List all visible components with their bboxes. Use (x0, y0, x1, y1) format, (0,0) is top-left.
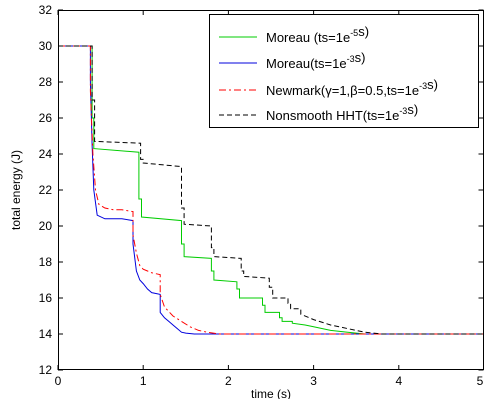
x-tick-label: 0 (55, 374, 62, 388)
series-line-2 (58, 45, 484, 335)
x-tick-label: 5 (477, 374, 484, 388)
y-tick-label: 28 (39, 75, 53, 89)
legend-label-4: Nonsmooth HHT(ts=1e-3s) (266, 102, 418, 123)
y-tick-label: 32 (39, 3, 53, 17)
legend-label-2: Moreau(ts=1e-3s) (266, 50, 365, 71)
y-tick-label: 20 (39, 219, 53, 233)
y-tick-label: 14 (39, 327, 53, 341)
legend-box (209, 14, 479, 128)
series-line-1 (58, 45, 484, 335)
series-layer (58, 45, 484, 335)
y-tick-label: 18 (39, 255, 53, 269)
legend-label-1: Moreau (ts=1e-5s) (266, 24, 369, 45)
x-tick-label: 1 (140, 374, 147, 388)
legend: Moreau (ts=1e-5s) Moreau(ts=1e-3s) Newmark… (209, 14, 479, 128)
x-axis-label: time (s) (251, 387, 291, 399)
y-tick-label: 30 (39, 39, 53, 53)
series-line-4 (58, 45, 484, 335)
x-tick-label: 4 (395, 374, 402, 388)
y-tick-label: 12 (39, 363, 53, 377)
y-tick-label: 26 (39, 111, 53, 125)
y-tick-label: 16 (39, 291, 53, 305)
x-tick-label: 3 (310, 374, 317, 388)
y-tick-label: 24 (39, 147, 53, 161)
legend-label-3: Newmark(γ=1,β=0.5,ts=1e-3s) (266, 77, 438, 98)
y-axis-label: total energy (J) (9, 150, 23, 230)
series-line-3 (58, 45, 484, 335)
y-tick-label: 22 (39, 183, 53, 197)
x-tick-label: 2 (225, 374, 232, 388)
